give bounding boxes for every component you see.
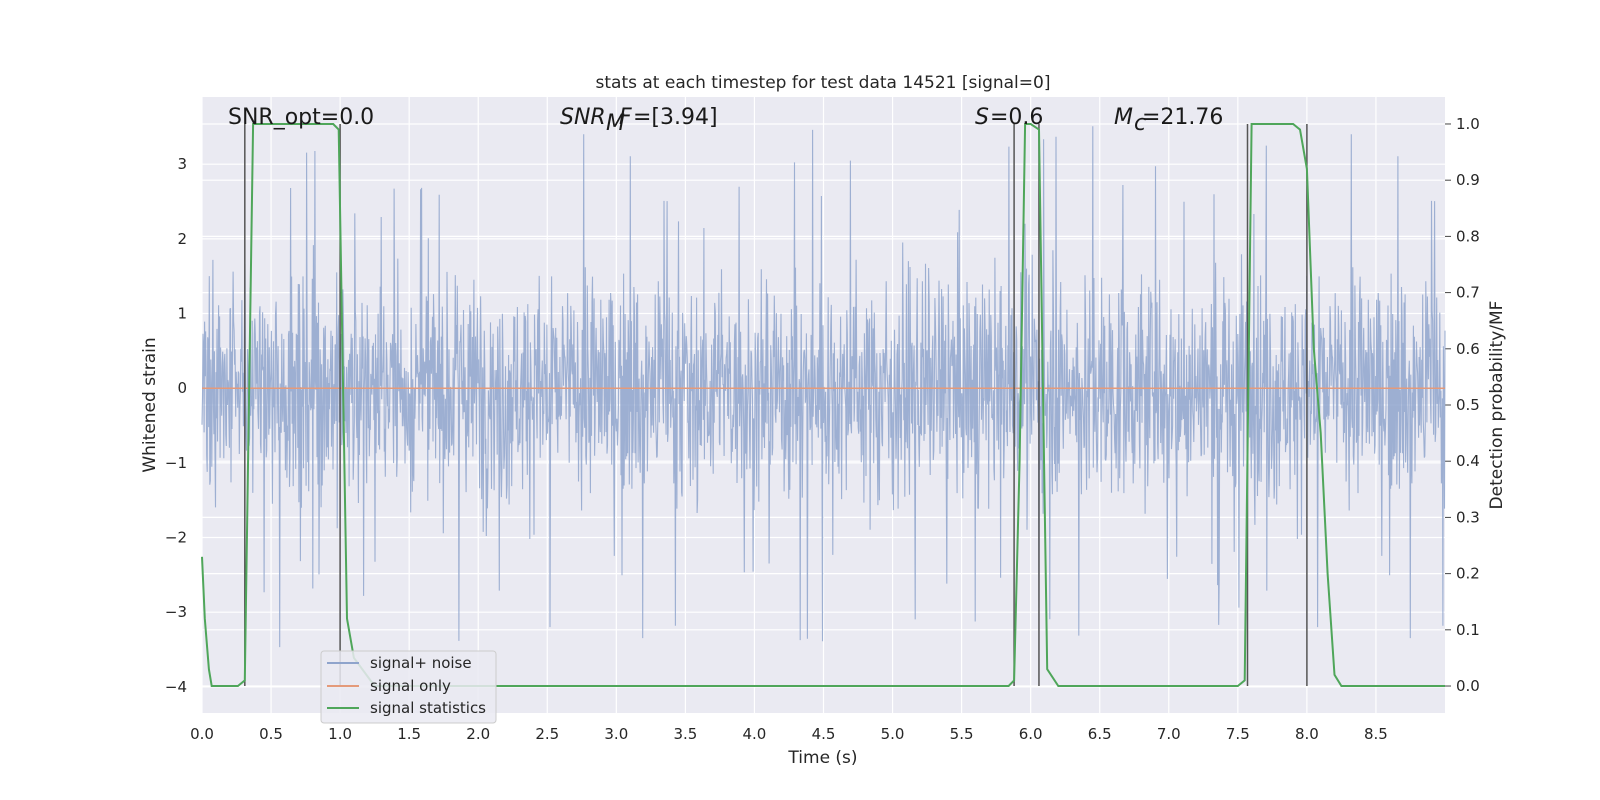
x-tick-label: 6.0 (1019, 725, 1043, 743)
x-tick-label: 7.5 (1226, 725, 1250, 743)
y2-tick-label: 0.8 (1456, 227, 1480, 245)
s-value: =0.6 (990, 105, 1043, 130)
x-tick-label: 0.0 (190, 725, 214, 743)
y-tick-label: 1 (177, 305, 187, 323)
x-tick-label: 1.0 (328, 725, 352, 743)
y2-tick-label: 1.0 (1456, 115, 1480, 133)
y-tick-label: −4 (165, 678, 187, 696)
legend: signal+ noise signal only signal statist… (320, 650, 497, 724)
x-tick-label: 8.0 (1295, 725, 1319, 743)
legend-box (320, 650, 497, 724)
legend-label-signal-only: signal only (370, 677, 451, 695)
svg-text:M: M (606, 111, 625, 136)
y2-tick-label: 0.6 (1456, 340, 1480, 358)
x-tick-label: 5.0 (881, 725, 905, 743)
y-tick-label: 3 (177, 155, 187, 173)
x-tick-label: 3.5 (673, 725, 697, 743)
svg-text:F: F (619, 105, 632, 130)
svg-text:M: M (1114, 105, 1133, 130)
x-tick-label: 5.5 (950, 725, 974, 743)
snr-mf-value: =[3.94] (633, 105, 718, 130)
y2-tick-label: 0.2 (1456, 565, 1480, 583)
snr-opt-annotation: SNR_opt=0.0 (228, 105, 374, 130)
svg-text:S: S (975, 105, 989, 130)
x-tick-label: 0.5 (259, 725, 283, 743)
mc-annotation: M c =21.76 (1114, 105, 1223, 136)
legend-label-statistics: signal statistics (370, 699, 486, 717)
legend-label-noise: signal+ noise (370, 654, 472, 672)
x-tick-label: 1.5 (397, 725, 421, 743)
y2-axis-label: Detection probability/MF (1487, 301, 1507, 510)
x-tick-label: 6.5 (1088, 725, 1112, 743)
y2-tick-labels: 0.0 0.1 0.2 0.3 0.4 0.5 0.6 0.7 0.8 0.9 1.0 (1456, 115, 1480, 695)
x-tick-label: 2.0 (466, 725, 490, 743)
y-tick-label: −3 (165, 603, 187, 621)
x-tick-label: 3.0 (604, 725, 628, 743)
x-tick-label: 2.5 (535, 725, 559, 743)
snr-mf-annotation: SNR M F =[3.94] (560, 105, 718, 136)
y-axis-label: Whitened strain (140, 337, 160, 472)
y2-tick-label: 0.5 (1456, 396, 1480, 414)
x-axis-label: Time (s) (787, 748, 857, 768)
x-tick-label: 4.0 (743, 725, 767, 743)
signal-statistics-line (201, 123, 1445, 687)
svg-text:c: c (1134, 111, 1146, 136)
y2-tick-label: 0.3 (1456, 508, 1480, 526)
signal-noise-series (201, 126, 1446, 648)
s-annotation: S =0.6 (975, 105, 1043, 130)
y2-tick-label: 0.1 (1456, 621, 1480, 639)
chart-title: stats at each timestep for test data 145… (596, 73, 1051, 93)
y-tick-label: −1 (165, 454, 187, 472)
signal-noise-line (201, 126, 1446, 648)
x-tick-label: 8.5 (1364, 725, 1388, 743)
y2-tick-label: 0.7 (1456, 284, 1480, 302)
y2-tick-label: 0.0 (1456, 677, 1480, 695)
y2-tick-label: 0.9 (1456, 171, 1480, 189)
y-tick-labels: −4 −3 −2 −1 0 1 2 3 (165, 155, 187, 696)
y2-tick-label: 0.4 (1456, 452, 1480, 470)
x-tick-label: 4.5 (812, 725, 836, 743)
svg-text:SNR: SNR (560, 105, 606, 130)
y-tick-label: −2 (165, 529, 187, 547)
y-tick-label: 0 (177, 379, 187, 397)
x-tick-label: 7.0 (1157, 725, 1181, 743)
x-tick-labels: 0.0 0.5 1.0 1.5 2.0 2.5 3.0 3.5 4.0 4.5 5.0 5.5 6.0 6… (190, 725, 1388, 743)
y-tick-label: 2 (177, 230, 187, 248)
signal-statistics-series (201, 123, 1445, 687)
mc-value: =21.76 (1142, 105, 1223, 130)
